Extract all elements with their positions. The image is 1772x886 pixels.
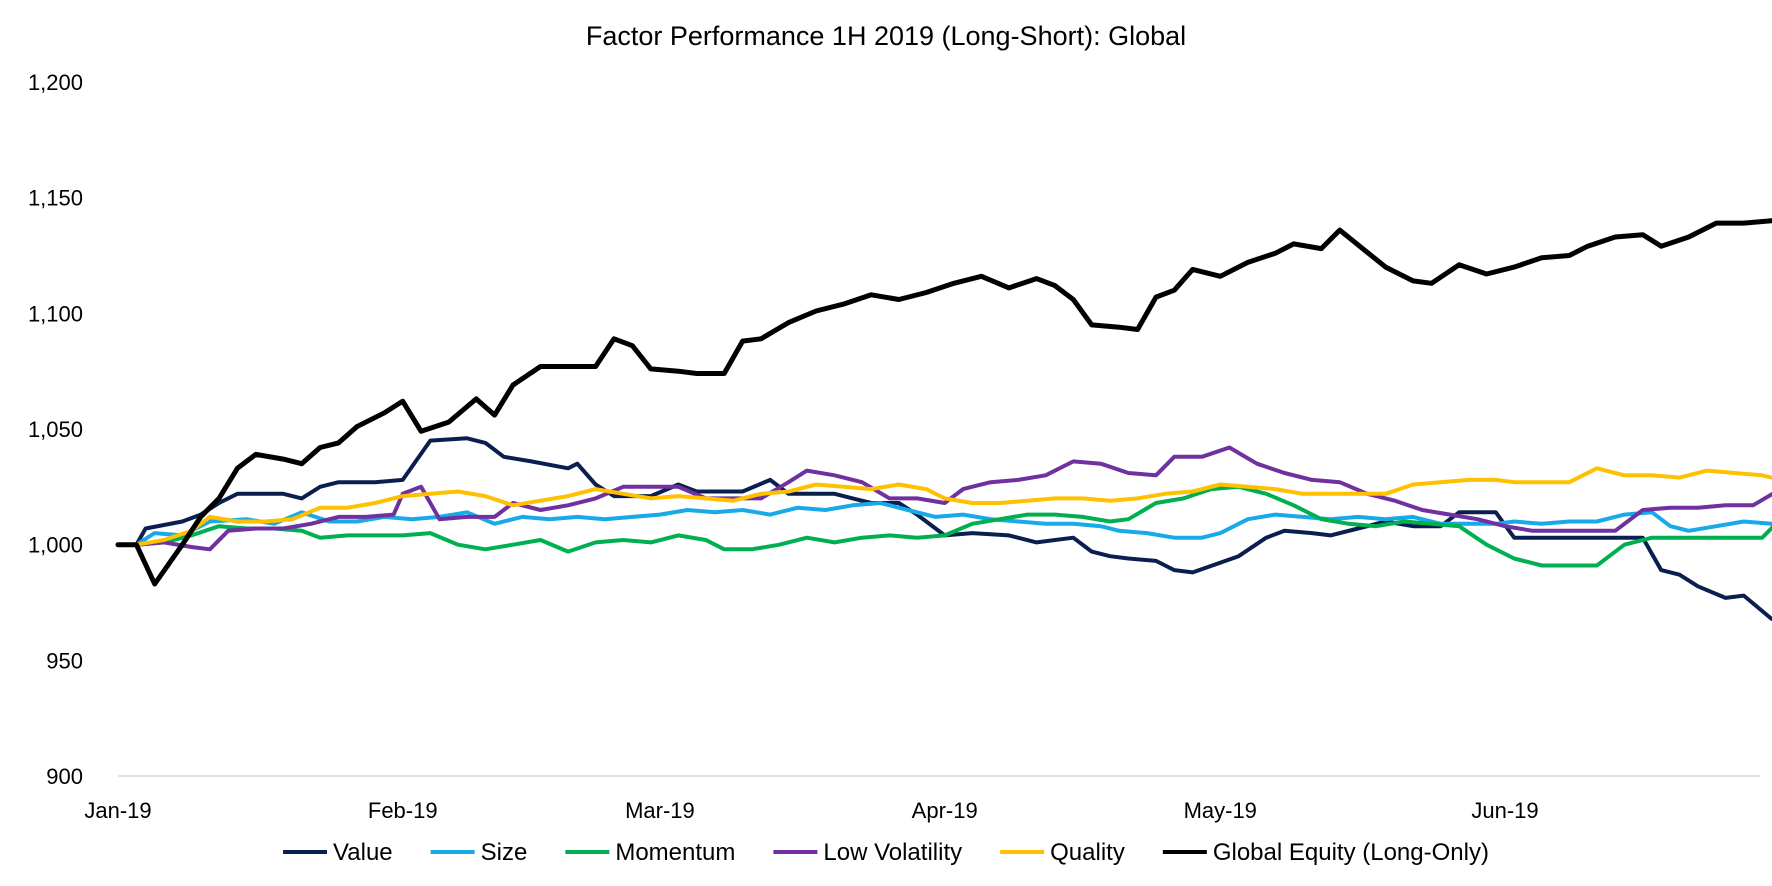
series-line-momentum (116, 484, 1772, 568)
legend-label: Quality (1050, 839, 1125, 866)
legend-label: Size (481, 839, 528, 866)
legend-item-global-equity-long-only: Global Equity (Long-Only) (1162, 839, 1489, 866)
y-tick-label: 1,150 (28, 186, 83, 211)
legend-item-size: Size (430, 839, 528, 866)
x-tick-label: Mar-19 (625, 798, 695, 823)
series-line-quality (116, 466, 1772, 547)
legend: Value Size Momentum Low Volatility Quality Gl… (283, 839, 1489, 866)
y-axis: 900 950 1,000 1,050 1,100 1,150 1,200 (28, 70, 83, 789)
legend-item-quality: Quality (1000, 839, 1125, 866)
y-tick-label: 1,000 (28, 533, 83, 558)
legend-label: Value (333, 839, 393, 866)
series-layer (115, 218, 1772, 621)
legend-label: Global Equity (Long-Only) (1213, 839, 1489, 866)
y-tick-label: 900 (46, 764, 83, 789)
legend-item-momentum: Momentum (565, 839, 735, 866)
series-line-global-equity-long-only (115, 218, 1772, 587)
x-tick-label: May-19 (1184, 798, 1257, 823)
series-line-size (116, 501, 1772, 547)
series-line-low-volatility (116, 445, 1772, 552)
x-axis: Jan-19 Feb-19 Mar-19 Apr-19 May-19 Jun-19 (84, 775, 1760, 823)
legend-label: Momentum (615, 839, 735, 866)
x-tick-label: Jan-19 (84, 798, 151, 823)
legend-item-low-volatility: Low Volatility (773, 839, 962, 866)
y-tick-label: 950 (46, 648, 83, 673)
series-line-value (116, 436, 1772, 621)
y-tick-label: 1,100 (28, 301, 83, 326)
y-tick-label: 1,200 (28, 70, 83, 95)
chart-title: Factor Performance 1H 2019 (Long-Short):… (586, 21, 1186, 51)
legend-label: Low Volatility (823, 839, 962, 866)
x-tick-label: Jun-19 (1471, 798, 1538, 823)
y-tick-label: 1,050 (28, 417, 83, 442)
legend-item-value: Value (283, 839, 393, 866)
x-tick-label: Feb-19 (368, 798, 438, 823)
x-tick-label: Apr-19 (912, 798, 978, 823)
